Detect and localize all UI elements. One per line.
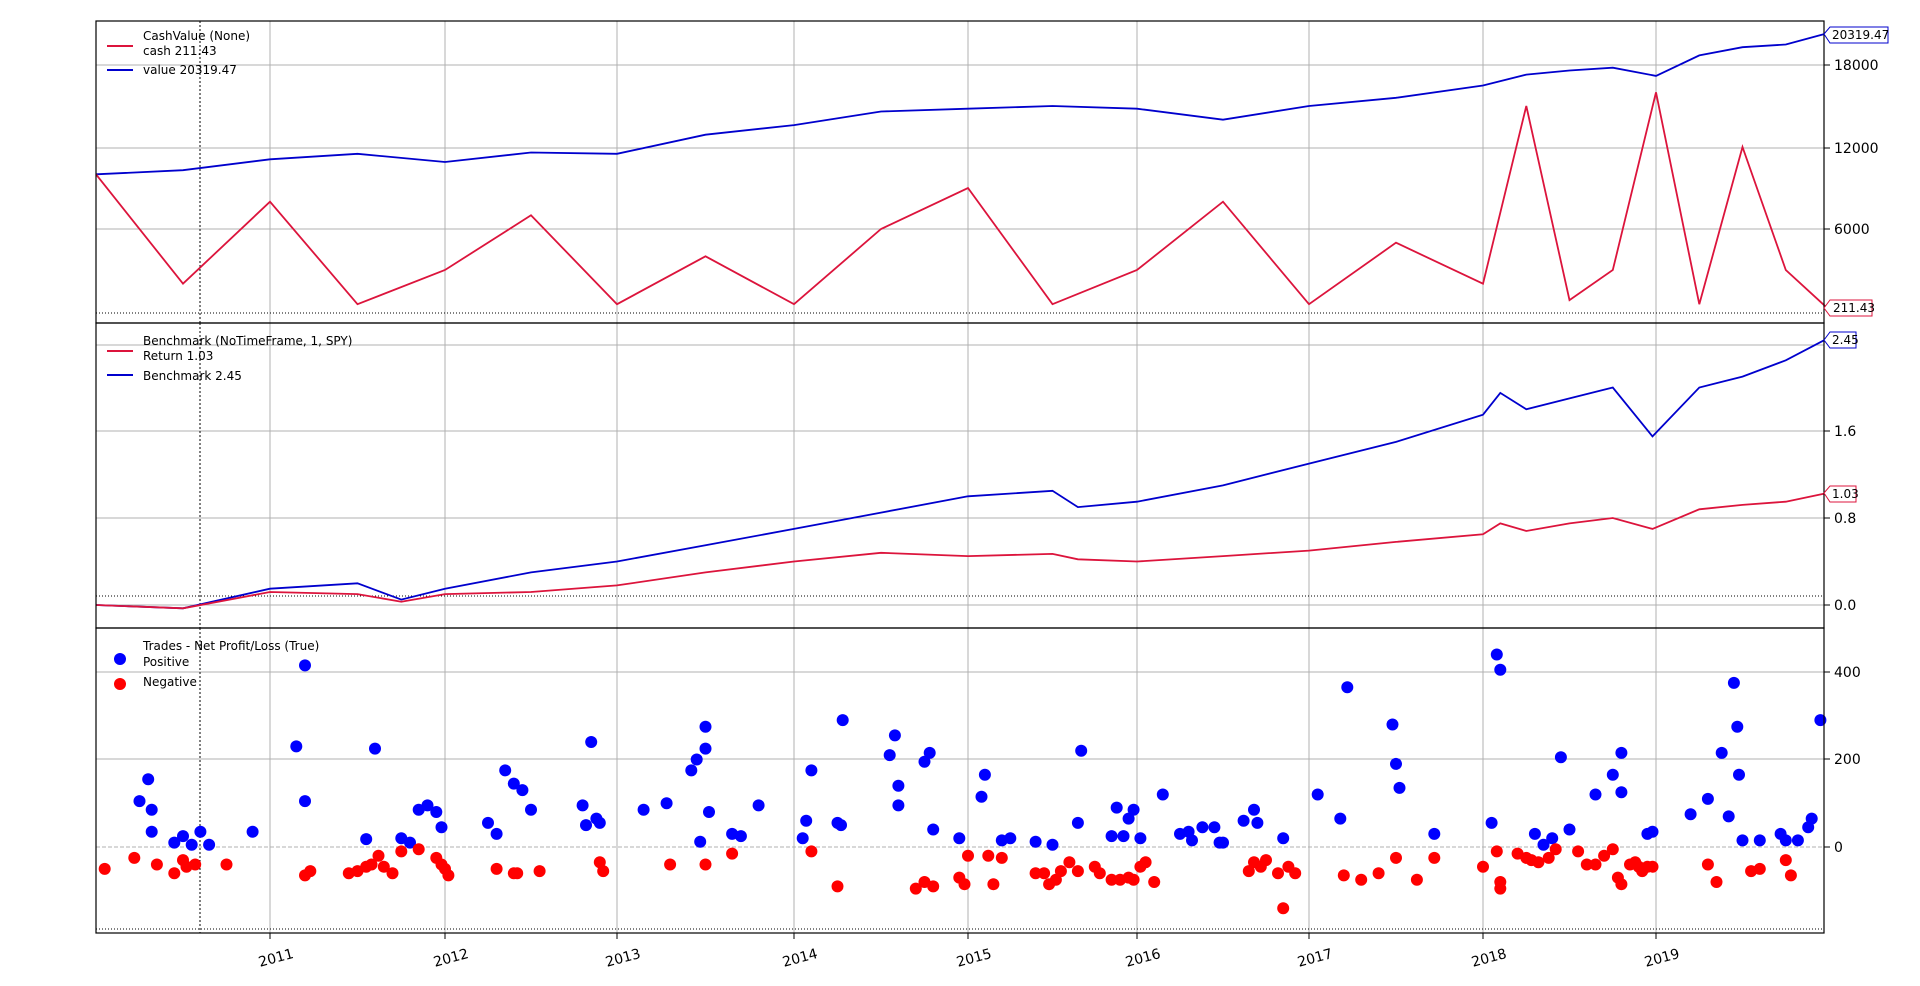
legend-cashvalue: CashValue (None) cash 211.43 value 20319… bbox=[107, 29, 250, 77]
xtick-2018: 2018 bbox=[1470, 946, 1509, 971]
legend-title-trades: Trades - Net Profit/Loss (True) bbox=[142, 639, 319, 653]
series-return-line bbox=[95, 492, 1828, 610]
xtick-2016: 2016 bbox=[1124, 946, 1163, 971]
legend-return: Return 1.03 bbox=[143, 349, 213, 363]
series-value-line bbox=[95, 32, 1828, 176]
ytick-200: 200 bbox=[1834, 752, 1861, 768]
panel1-yticks: 18000 12000 6000 bbox=[1824, 58, 1879, 238]
legend-title-benchmark: Benchmark (NoTimeFrame, 1, SPY) bbox=[143, 334, 352, 348]
axes-frames bbox=[95, 20, 1825, 934]
xtick-2015: 2015 bbox=[955, 946, 994, 971]
badge-value: 20319.47 bbox=[1823, 26, 1889, 44]
ytick-6000: 6000 bbox=[1834, 222, 1870, 238]
panel-trades-frame bbox=[95, 627, 1825, 934]
legend-value: value 20319.47 bbox=[143, 63, 237, 77]
legend-benchmark-value: Benchmark 2.45 bbox=[143, 369, 242, 383]
ytick-0.0: 0.0 bbox=[1834, 598, 1856, 614]
badge-value-text: 20319.47 bbox=[1832, 28, 1889, 42]
legend-positive: Positive bbox=[143, 655, 189, 669]
xtick-2012: 2012 bbox=[432, 946, 471, 971]
xtick-2014: 2014 bbox=[781, 946, 820, 971]
ytick-0.8: 0.8 bbox=[1834, 511, 1856, 527]
ytick-400: 400 bbox=[1834, 665, 1861, 681]
badge-benchmark-text: 2.45 bbox=[1832, 333, 1859, 347]
legend-cash: cash 211.43 bbox=[143, 44, 217, 58]
badge-return: 1.03 bbox=[1823, 485, 1859, 503]
series-positive-markers bbox=[133, 648, 1827, 851]
panel-benchmark-frame bbox=[95, 322, 1825, 629]
legend-title-cashvalue: CashValue (None) bbox=[143, 29, 250, 43]
badge-benchmark: 2.45 bbox=[1823, 331, 1859, 349]
legend-benchmark: Benchmark (NoTimeFrame, 1, SPY) Return 1… bbox=[107, 334, 352, 383]
series-cash-line bbox=[95, 92, 1828, 309]
ytick-12000: 12000 bbox=[1834, 141, 1879, 157]
legend-negative: Negative bbox=[143, 675, 197, 689]
xtick-2011: 2011 bbox=[257, 946, 296, 971]
xtick-2013: 2013 bbox=[604, 946, 643, 971]
legend-marker-negative bbox=[114, 678, 126, 690]
badge-return-text: 1.03 bbox=[1832, 487, 1859, 501]
panel2-yticks: 1.6 0.8 0.0 bbox=[1824, 424, 1856, 614]
ytick-18000: 18000 bbox=[1834, 58, 1879, 74]
legend-trades: Trades - Net Profit/Loss (True) Positive… bbox=[114, 639, 319, 690]
x-axis-ticks: 2011 2012 2013 2014 2015 2016 2017 2018 2019 bbox=[257, 933, 1682, 971]
badge-cash-text: 211.43 bbox=[1833, 301, 1875, 315]
badge-cash: 211.43 bbox=[1823, 299, 1875, 317]
legend-marker-positive bbox=[114, 653, 126, 665]
xtick-2019: 2019 bbox=[1643, 946, 1682, 971]
data-series bbox=[95, 32, 1828, 915]
series-negative-markers bbox=[98, 843, 1797, 915]
grid-lines bbox=[96, 21, 1824, 933]
panel3-yticks: 400 200 0 bbox=[1824, 665, 1861, 856]
ytick-0: 0 bbox=[1834, 840, 1843, 856]
xtick-2017: 2017 bbox=[1296, 946, 1335, 971]
series-benchmark-line bbox=[95, 337, 1828, 610]
ytick-1.6: 1.6 bbox=[1834, 424, 1856, 440]
